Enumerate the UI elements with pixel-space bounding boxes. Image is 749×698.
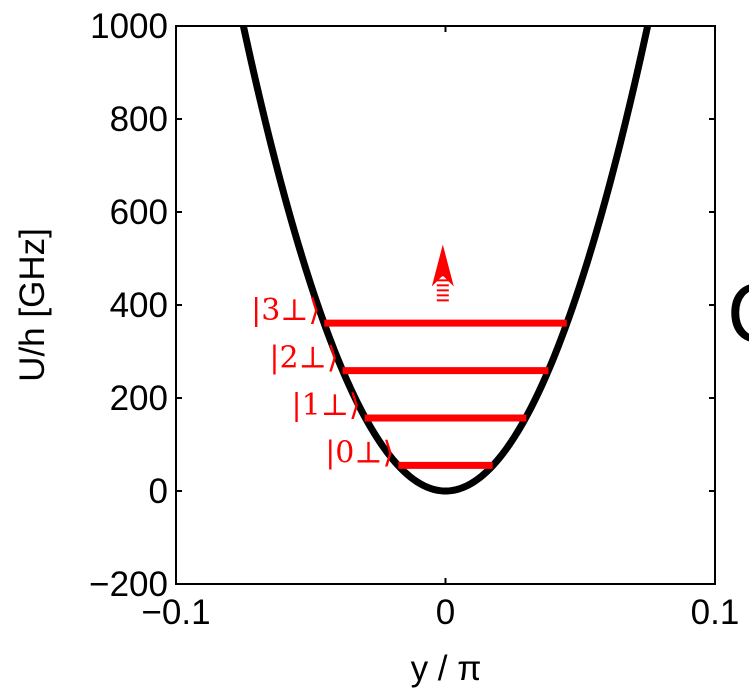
excitation-arrow [431, 244, 454, 302]
x-tick-label: 0 [436, 593, 455, 632]
arrow-head [431, 244, 454, 287]
potential-curve [239, 26, 652, 495]
y-tick-label: −200 [89, 565, 168, 604]
x-axis-label: y / π [411, 649, 482, 688]
y-tick-label: 600 [110, 193, 168, 232]
state-label-2: |2⊥⟩ [269, 341, 338, 376]
y-axis-label: U/h [GHz] [13, 228, 52, 382]
y-tick-label: 0 [149, 472, 168, 511]
y-tick-label: 400 [110, 286, 168, 325]
x-tick-label: −0.1 [141, 593, 210, 632]
energy-levels: |0⊥⟩ |1⊥⟩ |2⊥⟩ |3⊥⟩ [251, 293, 567, 470]
x-tick-label: 0.1 [691, 593, 740, 632]
state-label-3: |3⊥⟩ [251, 293, 320, 328]
state-label-1: |1⊥⟩ [292, 388, 361, 423]
state-label-0: |0⊥⟩ [325, 435, 394, 470]
tick-labels: −200 0 200 400 600 800 1000 −0.1 0 0.1 [89, 7, 739, 632]
partial-panel-letter: C [727, 266, 749, 360]
potential-curve-group [239, 26, 652, 495]
y-tick-label: 200 [110, 379, 168, 418]
y-tick-label: 1000 [90, 7, 168, 46]
axes [175, 25, 716, 585]
y-tick-label: 800 [110, 100, 168, 139]
